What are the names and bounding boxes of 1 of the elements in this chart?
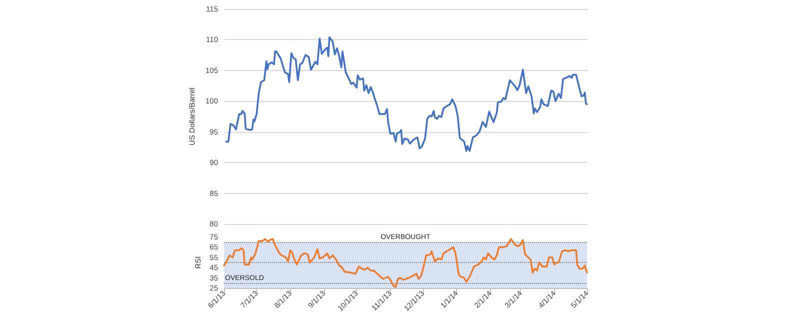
line-series	[225, 36, 588, 152]
